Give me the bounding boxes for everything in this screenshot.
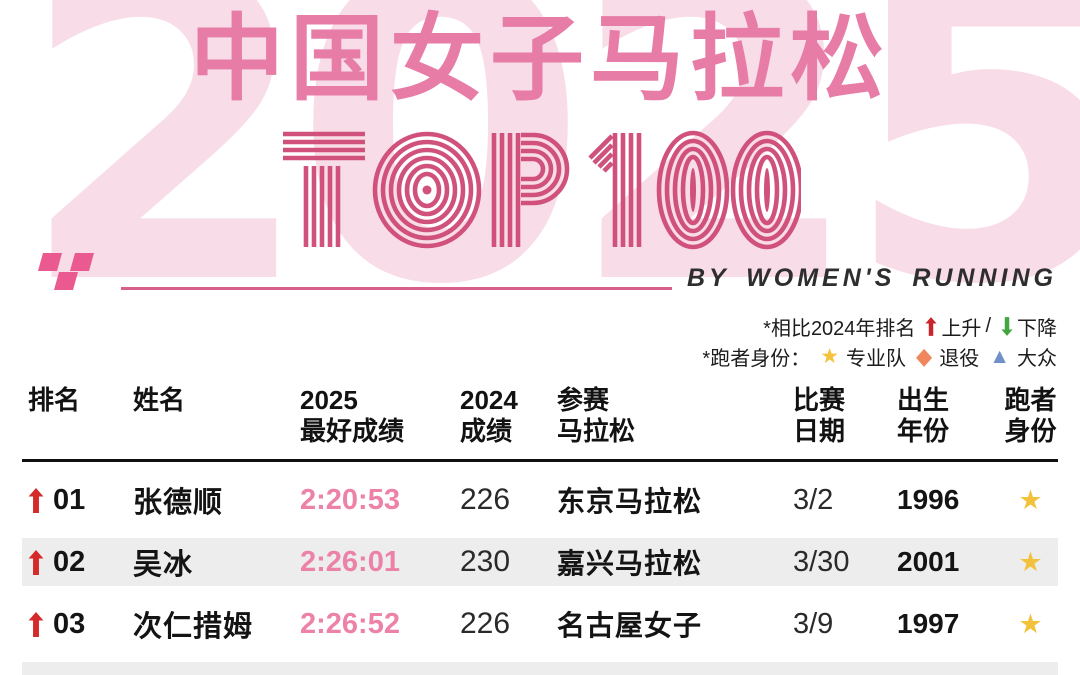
header-identity: 跑者 身份 (1004, 385, 1057, 446)
up-arrow-icon (28, 611, 44, 637)
marathon-name: 嘉兴马拉松 (557, 548, 703, 579)
up-arrow-icon (28, 487, 44, 513)
table-body: 01 张德顺 2:20:53 226 东京马拉松 3/2 1996 ★ 02 (22, 469, 1058, 675)
header-date: 比赛 日期 (793, 385, 846, 446)
table-row: 03 次仁措姆 2:26:52 226 名古屋女子 3/9 1997 ★ (22, 593, 1058, 655)
identity-legend: *跑者身份： ★ 专业队 ◆ 退役 ▲ 大众 (702, 342, 1057, 371)
identity-amateur-label: 大众 (1017, 348, 1057, 370)
rank-cell: 03 (28, 608, 133, 641)
best-time-2025: 2:26:52 (300, 607, 400, 640)
rank-cell: 01 (28, 484, 133, 517)
result-2024: 226 (460, 607, 511, 640)
top100-striped-wordmark (283, 130, 801, 250)
best-time-2025: 2:20:53 (300, 483, 400, 516)
race-date: 3/2 (793, 483, 834, 516)
identity-legend-label: *跑者身份： (702, 348, 811, 370)
star-icon: ★ (820, 345, 840, 368)
womens-running-logo (38, 253, 94, 290)
down-arrow-icon (1001, 317, 1013, 336)
result-2024: 230 (460, 545, 511, 578)
race-date: 3/30 (793, 545, 850, 578)
header-birth-year: 出生 年份 (897, 385, 950, 446)
header-name: 姓名 (133, 385, 186, 415)
rank-cell: 02 (28, 546, 133, 579)
header-rank: 排名 (28, 385, 81, 415)
runner-name: 张德顺 (133, 487, 224, 519)
legend-separator: / (985, 315, 991, 337)
header-result-2024: 2024 成绩 (460, 385, 518, 446)
up-arrow-icon (925, 317, 938, 336)
rank-number: 01 (53, 483, 86, 516)
marathon-name: 名古屋女子 (557, 610, 703, 641)
table-row: 02 吴冰 2:26:01 230 嘉兴马拉松 3/30 2001 ★ (22, 531, 1058, 593)
runner-name: 次仁措姆 (133, 611, 254, 643)
identity-pro-label: 专业队 (846, 348, 907, 370)
identity-retired-label: 退役 (939, 348, 980, 370)
star-icon: ★ (1018, 484, 1043, 515)
result-2024: 226 (460, 483, 511, 516)
rank-number: 03 (53, 607, 86, 640)
header-marathon: 参赛 马拉松 (557, 385, 636, 446)
page-title: 中国女子马拉松 (189, 6, 890, 111)
birth-year: 1997 (897, 608, 960, 639)
header-best-2025: 2025 最好成绩 (300, 385, 405, 446)
runner-name: 吴冰 (133, 549, 194, 581)
race-date: 3/9 (793, 607, 834, 640)
table-row: 01 张德顺 2:20:53 226 东京马拉松 3/2 1996 ★ (22, 469, 1058, 531)
table-row-partial (22, 655, 1058, 675)
diamond-icon: ◆ (916, 343, 933, 370)
ranking-table: 排名 姓名 2025 最好成绩 2024 成绩 参赛 马拉松 比赛 日期 出生 年份 跑者… (22, 385, 1058, 675)
birth-year: 2001 (897, 546, 960, 577)
down-label: 下降 (1017, 318, 1057, 340)
rank-legend: *相比2024年排名 上升 / 下降 (763, 312, 1057, 341)
up-label: 上升 (941, 318, 982, 340)
rank-legend-prefix: *相比2024年排名 (763, 318, 916, 340)
triangle-icon: ▲ (989, 345, 1010, 368)
star-icon: ★ (1018, 608, 1043, 639)
marathon-name: 东京马拉松 (557, 486, 703, 517)
birth-year: 1996 (897, 484, 960, 515)
star-icon: ★ (1018, 546, 1043, 577)
table-header-row: 排名 姓名 2025 最好成绩 2024 成绩 参赛 马拉松 比赛 日期 出生 年份 跑者… (22, 385, 1058, 462)
byline: BY WOMEN'S RUNNING (686, 264, 1057, 292)
up-arrow-icon (28, 549, 44, 575)
rank-number: 02 (53, 545, 86, 578)
best-time-2025: 2:26:01 (300, 545, 400, 578)
pink-divider-line (121, 287, 672, 290)
